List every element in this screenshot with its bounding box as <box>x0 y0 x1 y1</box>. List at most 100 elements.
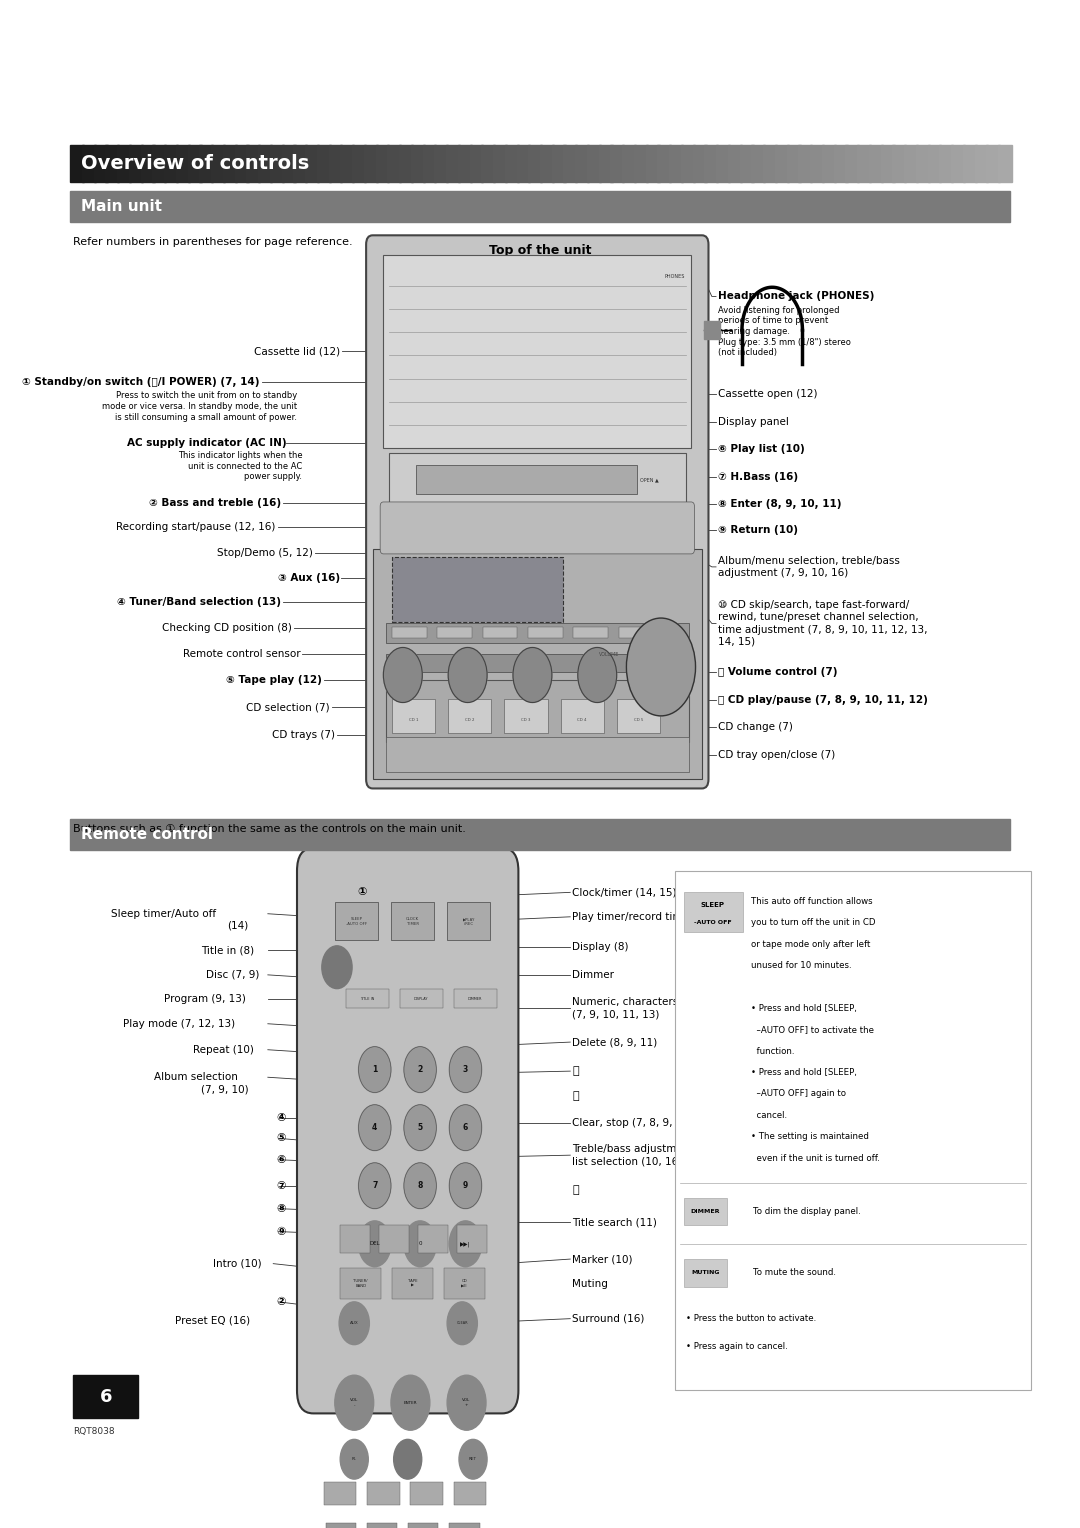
Text: ⑪ Volume control (7): ⑪ Volume control (7) <box>718 668 838 677</box>
Bar <box>858 145 870 182</box>
Text: Preset EQ (16): Preset EQ (16) <box>175 1316 251 1325</box>
Text: CD 3: CD 3 <box>522 718 530 723</box>
Circle shape <box>391 1375 430 1430</box>
Bar <box>340 1225 370 1253</box>
Bar <box>176 145 190 182</box>
Text: TUNER/
BAND: TUNER/ BAND <box>353 1279 368 1288</box>
Circle shape <box>339 1302 369 1345</box>
Bar <box>868 145 882 182</box>
Bar <box>928 145 942 182</box>
Text: Checking CD position (8): Checking CD position (8) <box>162 623 292 633</box>
Text: Play timer/record timer (15): Play timer/record timer (15) <box>572 912 718 921</box>
Text: Refer numbers in parentheses for page reference.: Refer numbers in parentheses for page re… <box>73 237 353 248</box>
Bar <box>675 871 1031 1390</box>
Bar <box>434 145 448 182</box>
Bar <box>834 145 848 182</box>
Text: (not included): (not included) <box>718 348 778 358</box>
Bar <box>389 452 686 507</box>
Text: 3: 3 <box>463 1065 468 1074</box>
Bar <box>94 145 108 182</box>
Bar <box>494 145 507 182</box>
Bar <box>998 145 1012 182</box>
Bar <box>70 819 1010 850</box>
Bar <box>619 626 653 639</box>
Text: Avoid listening for prolonged: Avoid listening for prolonged <box>718 306 840 315</box>
Text: PHONES: PHONES <box>665 274 685 278</box>
Bar <box>270 145 284 182</box>
Text: Repeat (10): Repeat (10) <box>193 1045 254 1054</box>
Bar <box>716 145 730 182</box>
Text: 0: 0 <box>418 1241 422 1247</box>
Bar <box>588 145 600 182</box>
Bar <box>410 1482 443 1505</box>
Bar <box>880 145 894 182</box>
Text: list selection (10, 16): list selection (10, 16) <box>572 1157 683 1166</box>
Bar <box>258 145 272 182</box>
Text: VOLUME: VOLUME <box>599 652 619 657</box>
Text: Remote control: Remote control <box>81 827 213 842</box>
Bar <box>822 145 836 182</box>
Text: Play mode (7, 12, 13): Play mode (7, 12, 13) <box>123 1019 235 1028</box>
Circle shape <box>626 617 696 715</box>
Bar <box>617 698 660 733</box>
Bar <box>846 145 860 182</box>
Circle shape <box>383 648 422 703</box>
Text: Title search (11): Title search (11) <box>572 1218 658 1227</box>
Bar <box>646 145 660 182</box>
Text: SLEEP
-AUTO OFF: SLEEP -AUTO OFF <box>346 917 367 926</box>
Bar <box>316 145 330 182</box>
Text: ⑮: ⑮ <box>572 1186 579 1195</box>
Bar <box>892 145 906 182</box>
Text: Clock/timer (14, 15): Clock/timer (14, 15) <box>572 888 677 897</box>
Bar <box>70 145 84 182</box>
Text: CD 5: CD 5 <box>634 718 643 723</box>
Bar <box>447 902 490 940</box>
Bar <box>410 145 424 182</box>
Text: ⑦ H.Bass (16): ⑦ H.Bass (16) <box>718 472 798 481</box>
Text: • Press again to cancel.: • Press again to cancel. <box>686 1342 787 1351</box>
Bar <box>246 145 260 182</box>
Bar <box>106 145 119 182</box>
Bar <box>684 1259 727 1287</box>
Bar <box>400 989 443 1008</box>
Bar <box>482 145 495 182</box>
Text: or tape mode only after left: or tape mode only after left <box>751 940 870 949</box>
Bar <box>326 1523 356 1528</box>
Text: Surround (16): Surround (16) <box>572 1314 645 1323</box>
Text: Intro (10): Intro (10) <box>213 1259 261 1268</box>
Text: Display panel: Display panel <box>718 417 789 426</box>
Text: Plug type: 3.5 mm (1/8") stereo: Plug type: 3.5 mm (1/8") stereo <box>718 338 851 347</box>
Bar <box>916 145 930 182</box>
Text: AC supply indicator (AC IN): AC supply indicator (AC IN) <box>126 439 286 448</box>
Text: TAPE
▶: TAPE ▶ <box>408 1279 417 1288</box>
Text: CD trays (7): CD trays (7) <box>272 730 335 740</box>
Circle shape <box>359 1221 391 1267</box>
Bar <box>118 145 131 182</box>
Bar <box>340 1268 381 1299</box>
Bar <box>986 145 1000 182</box>
Bar <box>670 145 683 182</box>
Circle shape <box>393 1439 421 1479</box>
Circle shape <box>322 946 352 989</box>
Bar <box>282 145 296 182</box>
Bar <box>904 145 918 182</box>
Text: DIMMER: DIMMER <box>690 1209 720 1215</box>
Circle shape <box>449 1105 482 1151</box>
Text: power supply.: power supply. <box>244 472 302 481</box>
Circle shape <box>404 1105 436 1151</box>
Text: TITLE IN: TITLE IN <box>360 998 375 1001</box>
Text: Numeric, characters: Numeric, characters <box>572 998 678 1007</box>
Bar <box>400 145 413 182</box>
Text: SLEEP: SLEEP <box>701 902 725 908</box>
Bar <box>764 145 778 182</box>
Bar <box>422 145 436 182</box>
Text: ⑭: ⑭ <box>572 1091 579 1100</box>
Bar <box>212 145 225 182</box>
Bar <box>129 145 143 182</box>
Bar <box>610 145 624 182</box>
Text: 1: 1 <box>373 1065 377 1074</box>
Bar <box>798 145 812 182</box>
Bar <box>598 145 612 182</box>
Text: • Press the button to activate.: • Press the button to activate. <box>686 1314 816 1323</box>
Text: DISPLAY: DISPLAY <box>414 998 429 1001</box>
